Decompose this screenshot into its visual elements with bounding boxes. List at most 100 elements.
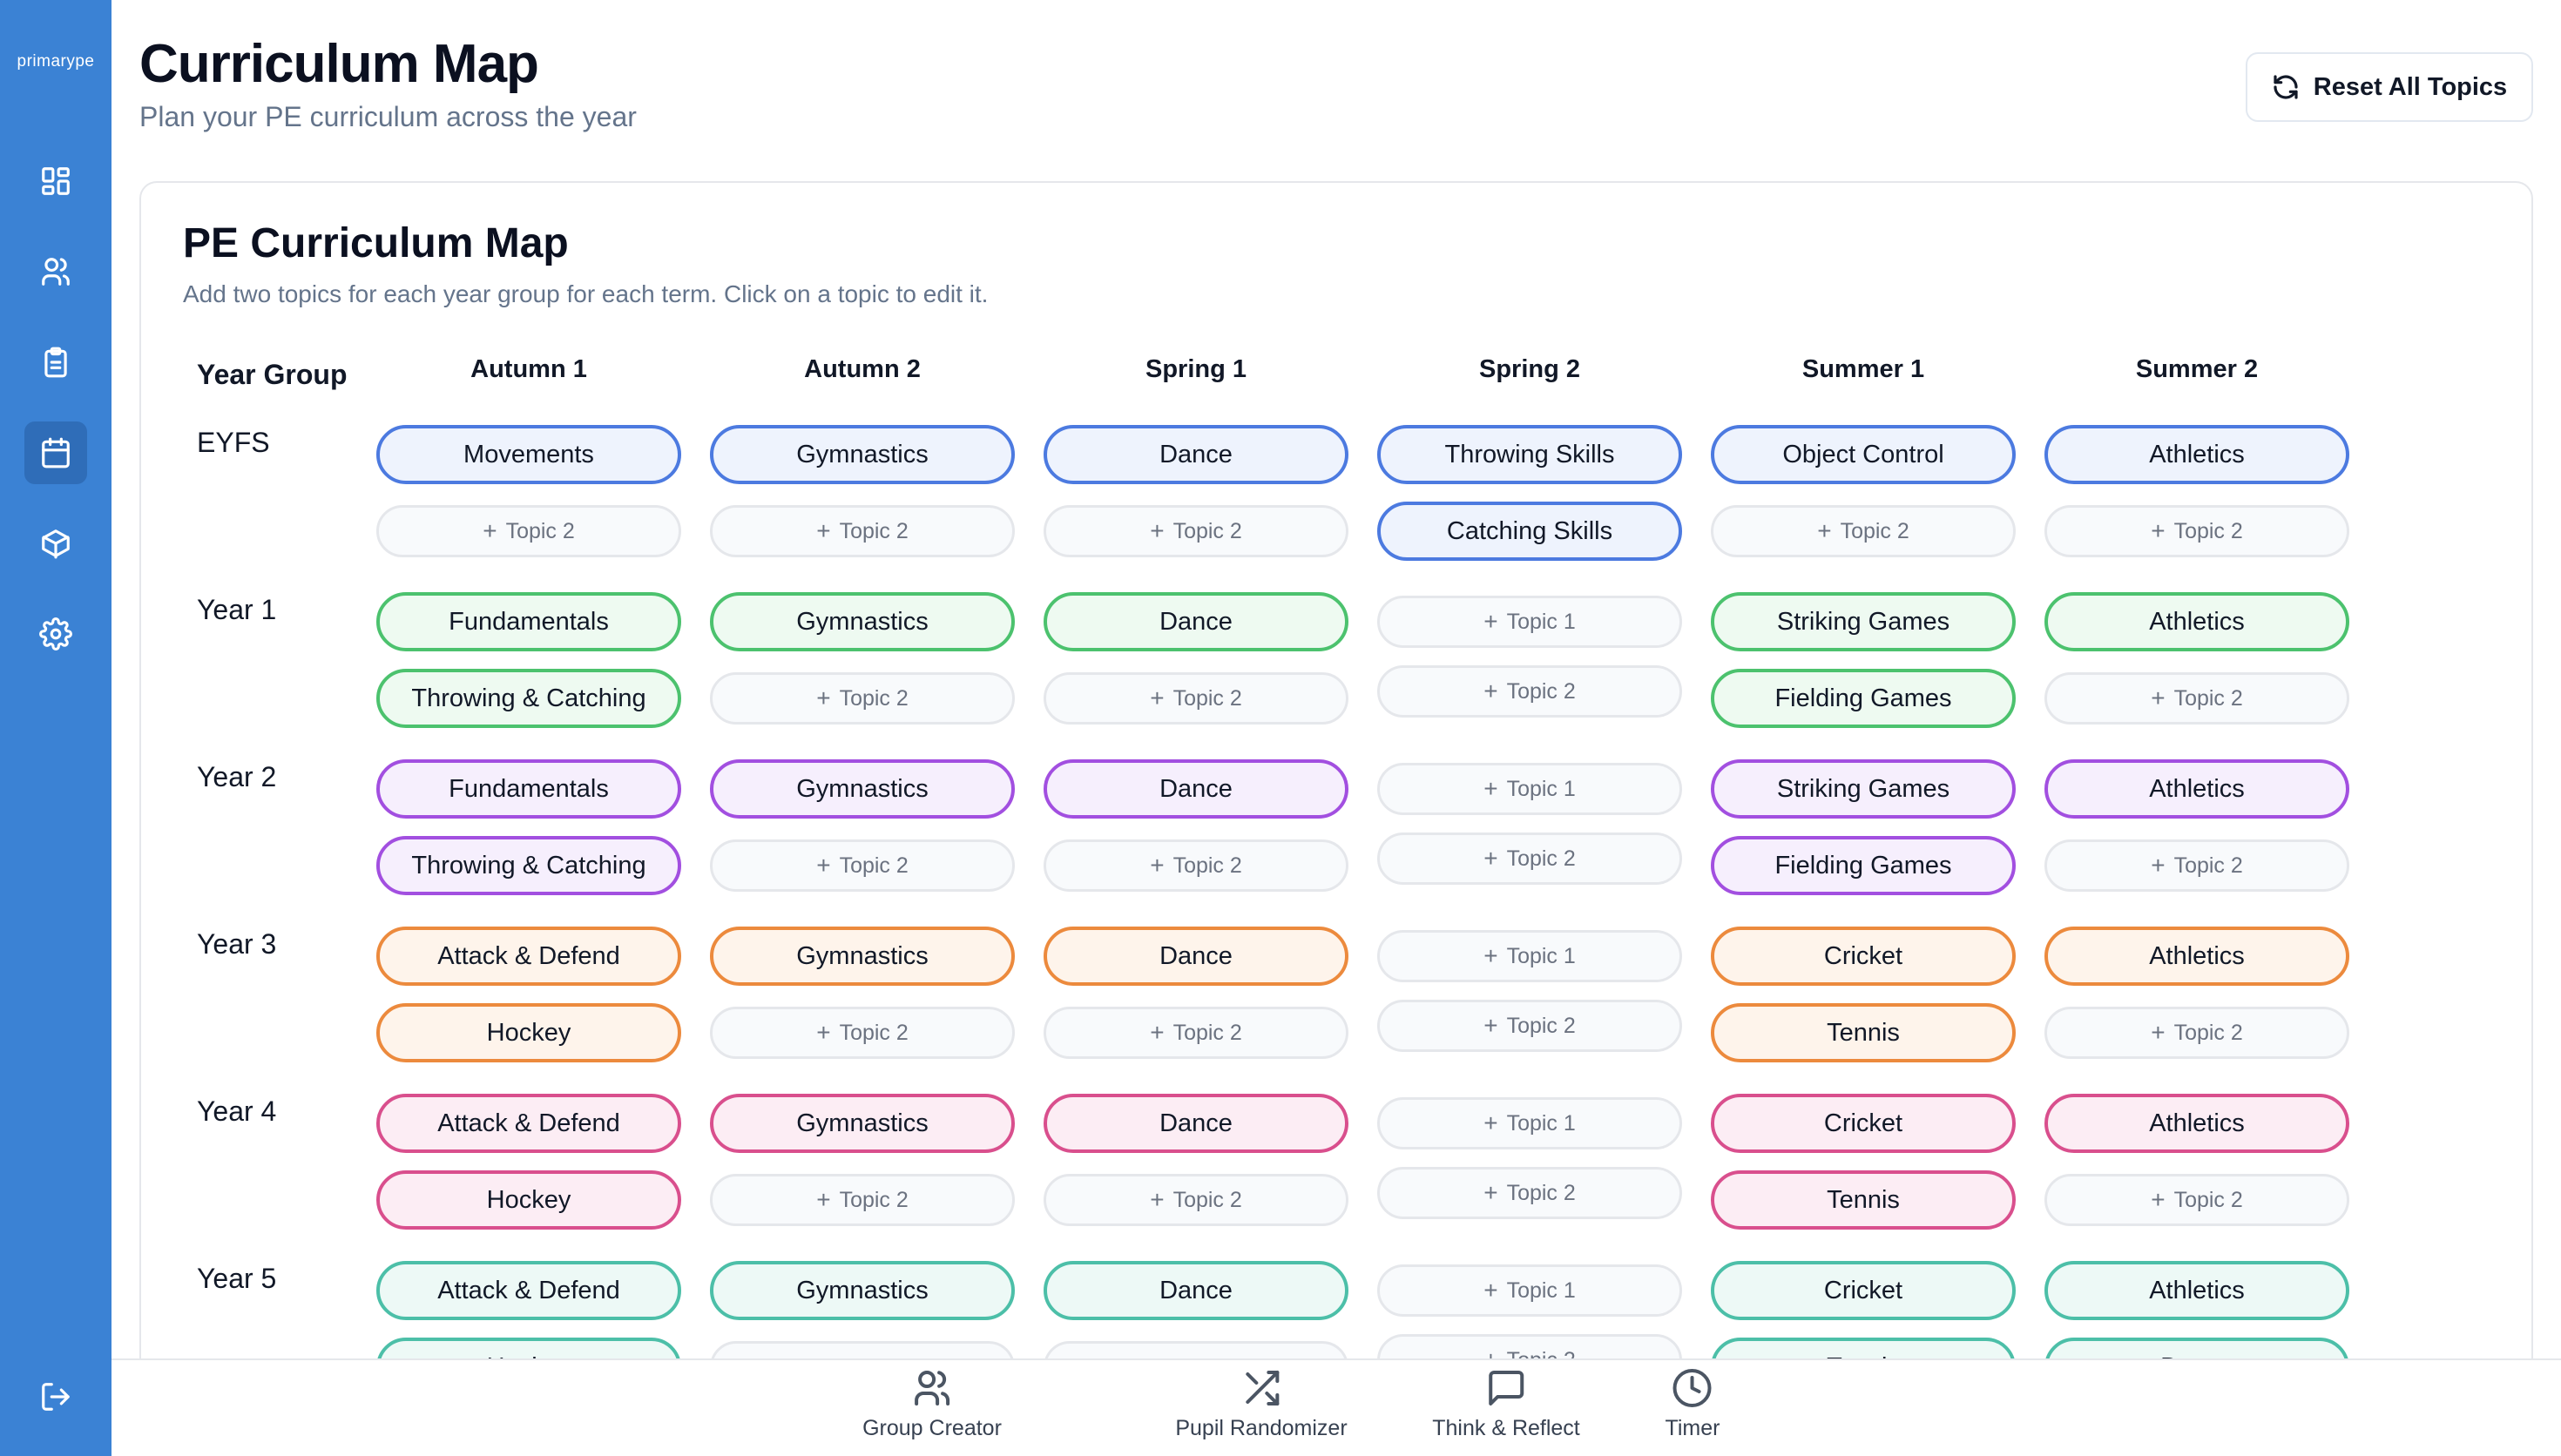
- add-topic-label: Topic 2: [505, 518, 575, 543]
- topic-name: Athletics: [2149, 774, 2245, 803]
- topic-pill[interactable]: Fielding Games: [1711, 836, 2016, 895]
- pupil-randomizer-tool[interactable]: Pupil Randomizer: [1175, 1367, 1348, 1441]
- add-topic-button[interactable]: + Topic 2: [1044, 505, 1348, 557]
- reset-all-topics-button[interactable]: Reset All Topics: [2246, 52, 2533, 122]
- topic-pill[interactable]: Throwing & Catching: [376, 836, 681, 895]
- add-topic-button[interactable]: + Topic 2: [376, 505, 681, 557]
- topic-pill[interactable]: Throwing Skills: [1377, 425, 1682, 484]
- think-reflect-tool[interactable]: Think & Reflect: [1432, 1367, 1580, 1441]
- add-topic-button[interactable]: + Topic 2: [1377, 1167, 1682, 1219]
- refresh-icon: [2274, 75, 2298, 99]
- topic-pill[interactable]: Movements: [376, 425, 681, 484]
- group-creator-tool[interactable]: Group Creator: [862, 1367, 1002, 1441]
- topic-pill[interactable]: Cricket: [1711, 927, 2016, 986]
- add-topic-label: Topic 2: [2173, 685, 2243, 711]
- add-topic-button[interactable]: + Topic 1: [1377, 1264, 1682, 1317]
- topic-pill[interactable]: Dance: [1044, 425, 1348, 484]
- add-topic-label: Topic 2: [2173, 1020, 2243, 1045]
- add-topic-button[interactable]: + Topic 2: [1044, 1007, 1348, 1059]
- page-subtitle: Plan your PE curriculum across the year: [139, 101, 637, 132]
- topic-pill[interactable]: Athletics: [2044, 1261, 2349, 1320]
- timer-tool[interactable]: Timer: [1666, 1367, 1720, 1441]
- topic-pill[interactable]: Fundamentals: [376, 592, 681, 651]
- topic-pill[interactable]: Catching Skills: [1377, 502, 1682, 561]
- topic-pill[interactable]: Gymnastics: [710, 1261, 1015, 1320]
- add-topic-button[interactable]: + Topic 2: [710, 505, 1015, 557]
- add-topic-button[interactable]: + Topic 2: [2044, 672, 2349, 725]
- add-topic-button[interactable]: + Topic 2: [710, 672, 1015, 725]
- dashboard-icon: [42, 167, 70, 195]
- topic-pill[interactable]: Hockey: [376, 1003, 681, 1062]
- add-topic-label: Topic 2: [1172, 1020, 1242, 1045]
- add-topic-button[interactable]: + Topic 2: [1044, 1174, 1348, 1226]
- topic-pill[interactable]: Throwing & Catching: [376, 669, 681, 728]
- topic-pill[interactable]: Athletics: [2044, 1094, 2349, 1153]
- add-topic-button[interactable]: + Topic 1: [1377, 1097, 1682, 1149]
- add-topic-button[interactable]: + Topic 2: [2044, 1174, 2349, 1226]
- topic-pill[interactable]: Athletics: [2044, 425, 2349, 484]
- add-topic-button[interactable]: + Topic 2: [1044, 839, 1348, 892]
- topic-pill[interactable]: Object Control: [1711, 425, 2016, 484]
- topic-pill[interactable]: Tennis: [1711, 1003, 2016, 1062]
- nav-equipment[interactable]: [24, 512, 87, 575]
- topic-pill[interactable]: Cricket: [1711, 1094, 2016, 1153]
- topic-pill[interactable]: Striking Games: [1711, 592, 2016, 651]
- add-topic-button[interactable]: + Topic 1: [1377, 763, 1682, 815]
- topic-pill[interactable]: Athletics: [2044, 592, 2349, 651]
- term-header-spring-2: Spring 2: [1478, 355, 1580, 383]
- topic-pill[interactable]: Fielding Games: [1711, 669, 2016, 728]
- topic-pill[interactable]: Dance: [1044, 1261, 1348, 1320]
- topic-pill[interactable]: Gymnastics: [710, 592, 1015, 651]
- nav-curriculum[interactable]: [24, 421, 87, 484]
- nav-settings[interactable]: [24, 603, 87, 665]
- topic-pill[interactable]: Dance: [1044, 927, 1348, 986]
- bottom-toolbar: Group Creator Pupil Randomizer Think & R…: [111, 1358, 2561, 1456]
- topic-pill[interactable]: Gymnastics: [710, 1094, 1015, 1153]
- topic-pill[interactable]: Fundamentals: [376, 759, 681, 819]
- nav-lessons[interactable]: [24, 331, 87, 394]
- add-topic-button[interactable]: + Topic 2: [1711, 505, 2016, 557]
- topic-name: Athletics: [2149, 1276, 2245, 1304]
- topic-pill[interactable]: Gymnastics: [710, 425, 1015, 484]
- topic-pill[interactable]: Attack & Defend: [376, 1094, 681, 1153]
- topic-pill[interactable]: Attack & Defend: [376, 1261, 681, 1320]
- add-topic-button[interactable]: + Topic 2: [710, 1174, 1015, 1226]
- add-topic-button[interactable]: + Topic 2: [710, 839, 1015, 892]
- plus-icon: +: [2151, 1186, 2166, 1213]
- topic-pill[interactable]: Dance: [1044, 759, 1348, 819]
- add-topic-button[interactable]: + Topic 2: [710, 1007, 1015, 1059]
- topic-name: Tennis: [1827, 1185, 1900, 1214]
- year-group-label: EYFS: [197, 427, 270, 458]
- topic-pill[interactable]: Striking Games: [1711, 759, 2016, 819]
- think-reflect-label: Think & Reflect: [1432, 1416, 1580, 1440]
- add-topic-button[interactable]: + Topic 2: [2044, 1007, 2349, 1059]
- add-topic-button[interactable]: + Topic 2: [1377, 665, 1682, 718]
- topic-name: Fundamentals: [449, 774, 609, 803]
- topic-pill[interactable]: Tennis: [1711, 1170, 2016, 1230]
- topic-name: Gymnastics: [796, 1109, 929, 1137]
- topic-pill[interactable]: Athletics: [2044, 759, 2349, 819]
- topic-pill[interactable]: Gymnastics: [710, 927, 1015, 986]
- nav-dashboard[interactable]: [24, 150, 87, 212]
- add-topic-button[interactable]: + Topic 1: [1377, 930, 1682, 982]
- topic-pill[interactable]: Dance: [1044, 592, 1348, 651]
- topic-pill[interactable]: Hockey: [376, 1170, 681, 1230]
- topic-name: Cricket: [1823, 941, 1903, 970]
- topic-pill[interactable]: Athletics: [2044, 927, 2349, 986]
- add-topic-label: Topic 2: [2173, 518, 2243, 543]
- nav-users[interactable]: [24, 240, 87, 303]
- add-topic-button[interactable]: + Topic 2: [2044, 505, 2349, 557]
- add-topic-button[interactable]: + Topic 2: [1377, 1000, 1682, 1052]
- topic-name: Attack & Defend: [437, 941, 620, 970]
- topic-pill[interactable]: Attack & Defend: [376, 927, 681, 986]
- add-topic-button[interactable]: + Topic 2: [1377, 832, 1682, 885]
- clock-icon: [1672, 1369, 1712, 1407]
- add-topic-button[interactable]: + Topic 2: [2044, 839, 2349, 892]
- logout-button[interactable]: [24, 1365, 87, 1428]
- add-topic-button[interactable]: + Topic 2: [1044, 672, 1348, 725]
- topic-pill[interactable]: Gymnastics: [710, 759, 1015, 819]
- add-topic-label: Topic 2: [839, 853, 909, 878]
- add-topic-button[interactable]: + Topic 1: [1377, 596, 1682, 648]
- topic-pill[interactable]: Dance: [1044, 1094, 1348, 1153]
- topic-pill[interactable]: Cricket: [1711, 1261, 2016, 1320]
